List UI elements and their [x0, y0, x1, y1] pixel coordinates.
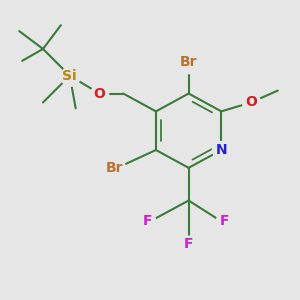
Text: Si: Si — [62, 69, 77, 83]
Text: F: F — [184, 237, 194, 250]
Text: O: O — [94, 86, 105, 100]
Text: Br: Br — [180, 55, 197, 69]
Text: O: O — [245, 95, 257, 110]
Text: N: N — [215, 143, 227, 157]
Text: F: F — [142, 214, 152, 228]
Text: F: F — [220, 214, 229, 228]
Text: Br: Br — [106, 161, 123, 175]
